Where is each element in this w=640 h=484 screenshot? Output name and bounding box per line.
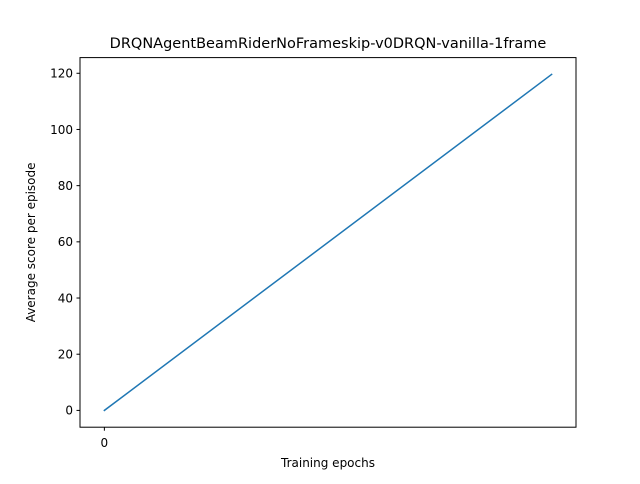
series-line [103, 73, 553, 412]
y-axis-label: Average score per episode [24, 162, 38, 322]
series-layer [103, 73, 553, 412]
x-axis-label: Training epochs [280, 456, 375, 470]
x-tick-label: 0 [101, 436, 109, 450]
y-tick-label: 40 [58, 291, 73, 305]
y-tick-label: 120 [50, 67, 73, 81]
plot-frame [79, 57, 577, 428]
chart-title: DRQNAgentBeamRiderNoFrameskip-v0DRQN-van… [110, 36, 547, 52]
y-tick-label: 100 [50, 123, 73, 137]
y-tick-label: 0 [65, 404, 73, 418]
y-axis-ticks: 0 20 40 60 80 100 120 [50, 67, 80, 418]
y-tick-label: 60 [58, 235, 73, 249]
x-axis-ticks: 0 [101, 427, 109, 450]
y-tick-label: 80 [58, 179, 73, 193]
y-tick-label: 20 [58, 348, 73, 362]
